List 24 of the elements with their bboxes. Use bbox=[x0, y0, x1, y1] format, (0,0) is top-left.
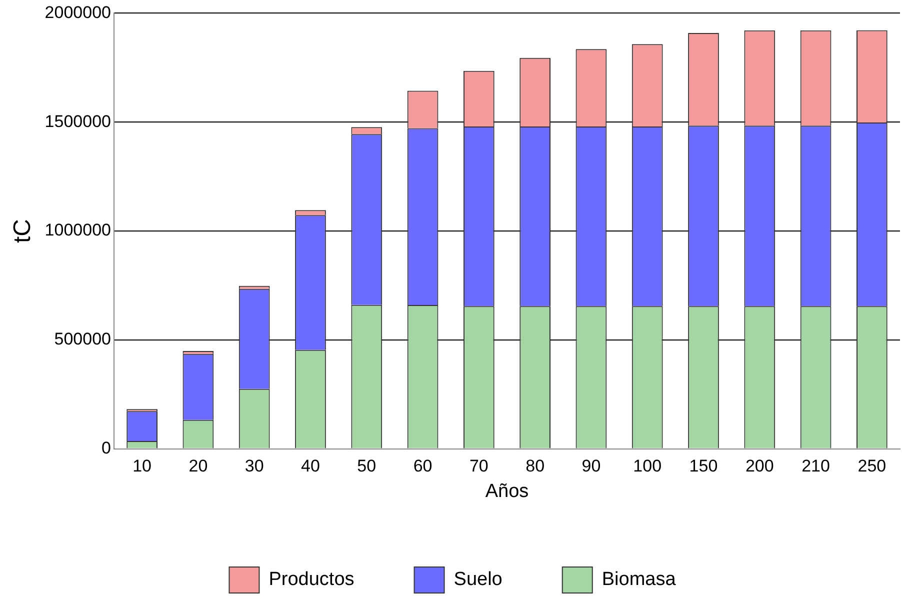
x-tick-label: 10 bbox=[132, 456, 152, 476]
x-tick-label: 70 bbox=[469, 456, 488, 476]
y-tick-label: 1500000 bbox=[44, 112, 111, 131]
x-tick-label: 50 bbox=[357, 456, 376, 476]
legend-label: Suelo bbox=[454, 569, 502, 590]
y-tick-label: 500000 bbox=[54, 330, 111, 349]
legend-label: Productos bbox=[268, 569, 354, 590]
x-tick-label: 90 bbox=[582, 456, 601, 476]
y-tick-label: 0 bbox=[102, 438, 111, 458]
x-tick-label: 100 bbox=[633, 456, 662, 476]
legend-label: Biomasa bbox=[602, 569, 676, 590]
x-tick-label: 80 bbox=[526, 456, 545, 476]
x-tick-label: 200 bbox=[745, 456, 774, 476]
y-tick-label: 1000000 bbox=[44, 220, 111, 240]
x-tick-label: 30 bbox=[244, 456, 264, 476]
x-axis-title: Años bbox=[485, 480, 529, 502]
x-tick-label: 20 bbox=[188, 456, 208, 476]
x-tick-label: 40 bbox=[301, 456, 320, 476]
x-tick-label: 250 bbox=[858, 456, 886, 476]
x-tick-label: 60 bbox=[413, 456, 432, 476]
x-tick-label: 210 bbox=[802, 456, 830, 476]
y-tick-label: 2000000 bbox=[44, 2, 111, 22]
x-tick-label: 150 bbox=[689, 456, 718, 476]
y-axis-title: tC bbox=[9, 219, 36, 243]
